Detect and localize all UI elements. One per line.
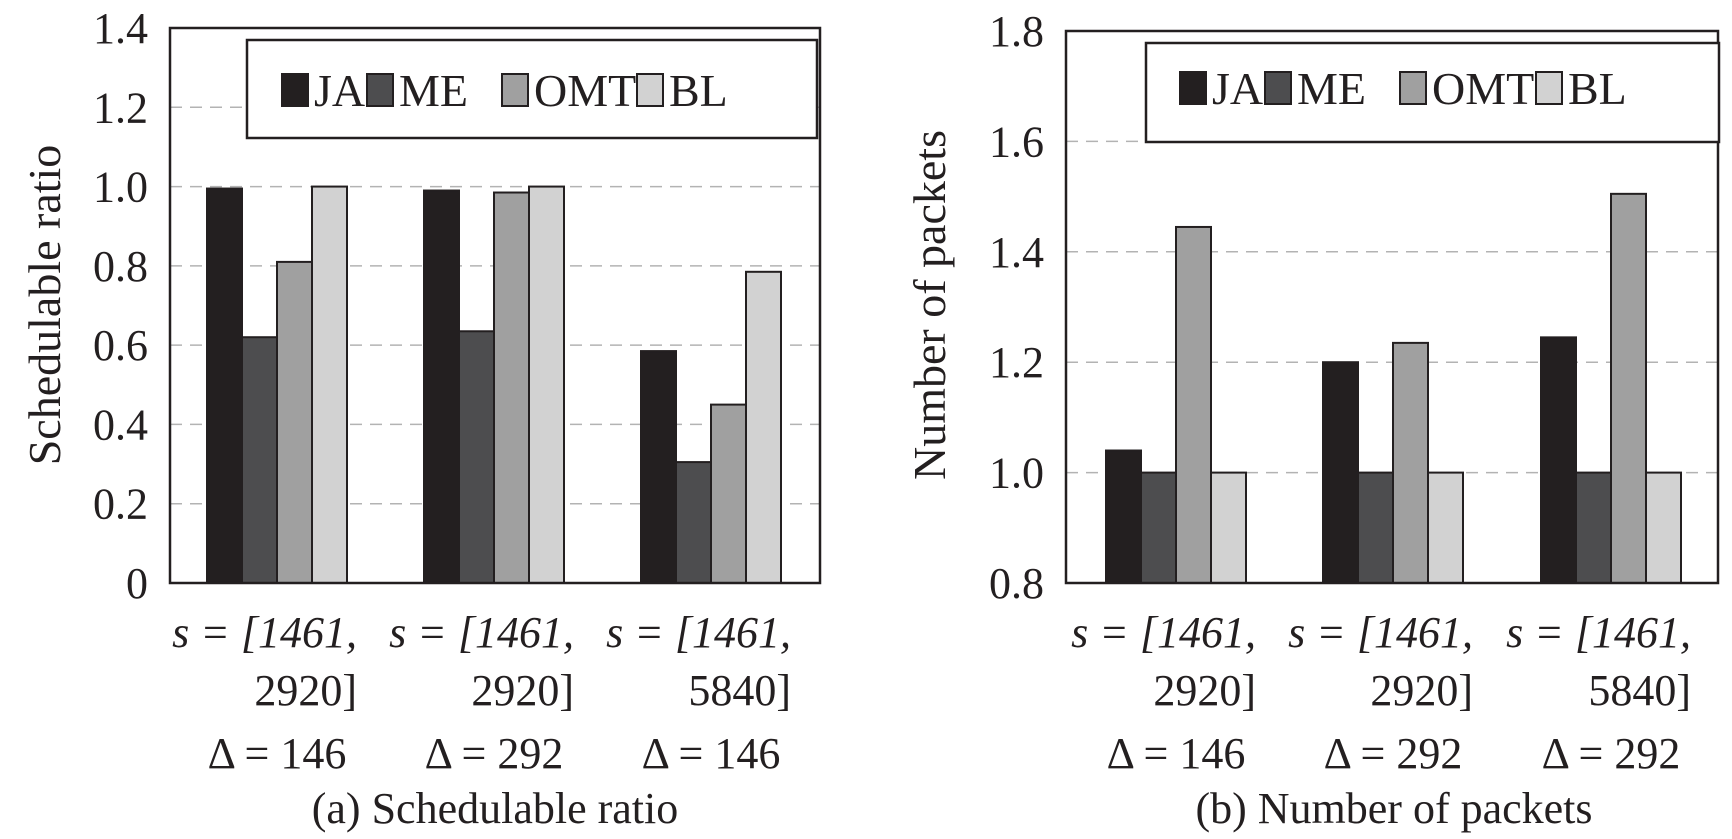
- y-tick-label: 0.6: [93, 321, 148, 370]
- legend-swatch-ja: [281, 73, 309, 107]
- y-tick-label: 1.4: [989, 228, 1044, 277]
- x-category-label: s = [1461,: [606, 608, 791, 657]
- legend-label-bl: BL: [1568, 63, 1627, 114]
- plot-frame: [168, 26, 822, 585]
- bar-ja-1: [206, 187, 243, 585]
- bar-bl-2: [528, 185, 565, 584]
- legend-label-omt: OMT: [534, 65, 636, 116]
- legend-swatch-me: [366, 73, 394, 107]
- x-category-label: s = [1461,: [1506, 608, 1691, 657]
- legend-label-bl: BL: [669, 65, 728, 116]
- legend-box: [1144, 41, 1721, 144]
- x-category-label: 5840]: [1588, 666, 1691, 715]
- y-tick-label: 1.2: [93, 83, 148, 132]
- bar-bl-1: [311, 185, 348, 584]
- bar-omt-1: [276, 260, 313, 584]
- bar-me-3: [1575, 471, 1612, 585]
- figure-caption: (a) Schedulable ratio: [312, 784, 679, 833]
- bar-bl-2: [1427, 471, 1464, 585]
- x-category-delta-label: Δ = 292: [425, 729, 564, 778]
- legend-label-ja: JA: [1212, 63, 1263, 114]
- x-category-delta-label: Δ = 146: [1107, 729, 1246, 778]
- bar-me-2: [458, 330, 495, 584]
- bar-omt-3: [710, 403, 747, 584]
- y-axis-label: Schedulable ratio: [19, 145, 70, 466]
- plot-frame: [1064, 29, 1720, 585]
- figure-caption: (b) Number of packets: [1195, 784, 1592, 833]
- bar-ja-1: [1105, 449, 1142, 584]
- legend-swatch-me: [1264, 71, 1292, 105]
- y-tick-label: 1.6: [989, 117, 1044, 166]
- bar-bl-3: [1645, 471, 1682, 585]
- bar-bl-1: [1210, 471, 1247, 585]
- bar-me-2: [1357, 471, 1394, 585]
- y-tick-label: 0.2: [93, 480, 148, 529]
- legend-label-ja: JA: [314, 65, 365, 116]
- x-category-label: 2920]: [254, 666, 357, 715]
- legend-box: [245, 38, 819, 140]
- bar-omt-2: [493, 191, 530, 584]
- x-category-label: 2920]: [1370, 666, 1473, 715]
- x-category-delta-label: Δ = 292: [1542, 729, 1681, 778]
- y-tick-label: 1.2: [989, 338, 1044, 387]
- y-tick-label: 0.8: [989, 559, 1044, 608]
- chart-panel-b: 0.8 1.0 1.2 1.4 1.6 1.8 JA ME OMT BL Number of pac…: [904, 7, 1721, 833]
- y-tick-label: 1.0: [93, 163, 148, 212]
- x-category-label: 5840]: [688, 666, 791, 715]
- y-axis-label: Number of packets: [904, 130, 955, 480]
- bar-me-1: [1140, 471, 1177, 585]
- legend-swatch-ja: [1179, 71, 1207, 105]
- bar-ja-2: [1322, 361, 1359, 585]
- x-category-delta-label: Δ = 146: [642, 729, 781, 778]
- bar-bl-3: [745, 270, 782, 584]
- bar-ja-3: [640, 350, 677, 585]
- bar-ja-3: [1540, 336, 1577, 584]
- bar-ja-2: [423, 189, 460, 585]
- legend-swatch-omt: [501, 73, 529, 107]
- y-tick-label: 1.8: [989, 7, 1044, 56]
- x-category-label: 2920]: [471, 666, 574, 715]
- y-tick-label: 0.8: [93, 242, 148, 291]
- bar-omt-1: [1175, 225, 1212, 585]
- legend-swatch-bl: [1535, 71, 1563, 105]
- legend-label-me: ME: [1297, 63, 1366, 114]
- x-category-label: s = [1461,: [1288, 608, 1473, 657]
- y-tick-label: 0.4: [93, 400, 148, 449]
- x-category-label: s = [1461,: [1071, 608, 1256, 657]
- bar-me-1: [241, 336, 278, 585]
- x-category-label: 2920]: [1153, 666, 1256, 715]
- x-category-delta-label: Δ = 292: [1324, 729, 1463, 778]
- x-category-label: s = [1461,: [389, 608, 574, 657]
- legend-swatch-omt: [1399, 71, 1427, 105]
- x-category-delta-label: Δ = 146: [208, 729, 347, 778]
- y-tick-label: 0: [126, 559, 148, 608]
- chart-panel-a: 0 0.2 0.4 0.6 0.8 1.0 1.2 1.4 JA ME OMT BL Schedulab…: [19, 4, 822, 833]
- legend-label-me: ME: [399, 65, 468, 116]
- bar-me-3: [675, 461, 712, 585]
- x-category-label: s = [1461,: [172, 608, 357, 657]
- bar-omt-2: [1392, 341, 1429, 584]
- y-tick-label: 1.4: [93, 4, 148, 53]
- y-tick-label: 1.0: [989, 449, 1044, 498]
- legend-swatch-bl: [636, 73, 664, 107]
- bar-omt-3: [1610, 192, 1647, 584]
- legend-label-omt: OMT: [1432, 63, 1534, 114]
